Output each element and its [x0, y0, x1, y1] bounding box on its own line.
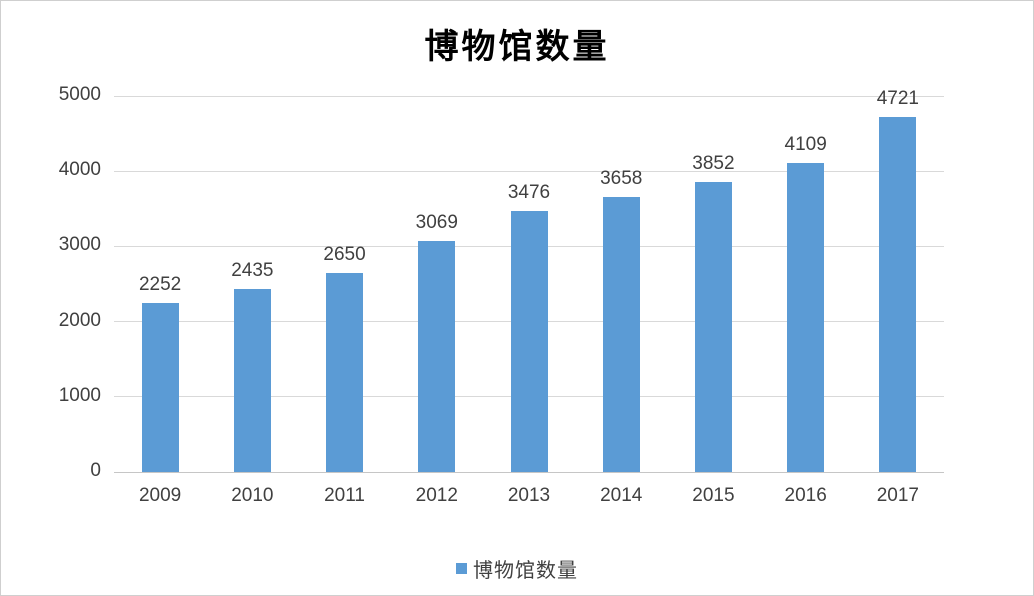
bar-data-label: 2252 — [138, 273, 182, 295]
gridline — [114, 170, 944, 172]
bar-2016 — [787, 163, 825, 472]
bar-2011 — [326, 272, 364, 472]
x-axis-tick-label: 2017 — [876, 485, 920, 506]
x-axis-baseline — [114, 471, 944, 473]
bar-2009 — [141, 302, 179, 472]
bar-data-label: 4721 — [876, 87, 920, 109]
x-axis-tick-label: 2013 — [507, 485, 551, 506]
legend: 博物馆数量 — [1, 554, 1033, 583]
bar-data-label: 3069 — [415, 212, 458, 234]
bar-data-label: 3658 — [600, 167, 643, 189]
bar-data-label: 3852 — [692, 153, 735, 175]
y-axis-tick-label: 2000 — [58, 309, 101, 331]
x-axis-tick-label: 2015 — [692, 485, 735, 506]
y-axis-tick-label: 0 — [90, 460, 101, 481]
x-axis-tick-label: 2011 — [324, 485, 365, 506]
bar-data-label: 2435 — [231, 259, 274, 281]
x-axis-tick-label: 2014 — [600, 485, 643, 506]
bar-data-label: 3476 — [507, 181, 551, 203]
bar-2012 — [418, 241, 456, 472]
gridline — [114, 95, 944, 97]
x-axis-tick-label: 2016 — [784, 485, 827, 506]
bar-2015 — [694, 182, 732, 472]
plot-area: 2252 2435 2650 3069 3476 3658 3852 4109 4721 — [114, 88, 944, 473]
legend-label: 博物馆数量 — [473, 560, 578, 582]
chart-title: 博物馆数量 — [424, 27, 610, 67]
y-axis-tick-label: 3000 — [58, 234, 101, 256]
x-axis-tick-label: 2010 — [231, 485, 274, 506]
bar-data-label: 2650 — [323, 243, 366, 265]
y-axis-tick-label: 1000 — [58, 384, 101, 406]
bar-2014 — [602, 196, 640, 472]
legend-square-swatch — [456, 563, 467, 574]
x-axis-tick-label: 2009 — [138, 485, 182, 506]
bar-2017 — [879, 116, 917, 472]
y-axis-tick-label: 4000 — [58, 159, 101, 181]
x-axis-tick-label: 2012 — [415, 485, 458, 506]
bar-data-label: 4109 — [784, 134, 827, 156]
y-axis-tick-label: 5000 — [58, 84, 101, 105]
bar-2013 — [510, 210, 548, 472]
bar-2010 — [233, 288, 271, 472]
